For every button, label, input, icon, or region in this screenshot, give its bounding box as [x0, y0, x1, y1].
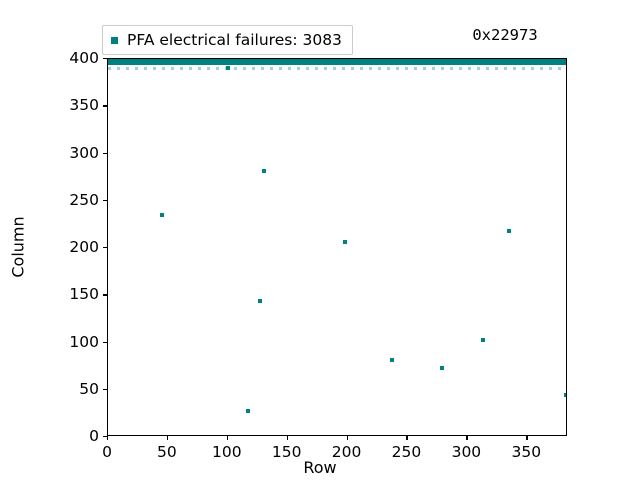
scatter-point [225, 66, 230, 71]
x-tick-label: 150 [271, 443, 302, 461]
x-tick-mark [406, 436, 408, 440]
x-tick-mark [466, 436, 468, 440]
scatter-point [246, 409, 251, 414]
y-tick-mark [103, 294, 107, 296]
y-tick-mark [103, 105, 107, 107]
plot-axes-area [107, 58, 567, 436]
x-tick-mark [166, 436, 169, 440]
y-tick-label: 300 [69, 143, 99, 162]
x-tick-mark [226, 436, 229, 440]
y-tick-label: 150 [69, 285, 99, 304]
x-tick-label: 0 [102, 443, 112, 461]
x-tick-label: 50 [157, 443, 177, 461]
scatter-point [440, 366, 445, 370]
y-tick-label: 50 [79, 379, 99, 398]
y-tick-mark [103, 247, 107, 249]
y-axis-label: Column [8, 216, 28, 278]
saturated-row-band [108, 59, 566, 65]
y-tick-label: 0 [89, 427, 99, 445]
x-axis-label: Row [303, 458, 337, 477]
scatter-point [261, 168, 266, 173]
y-tick-label: 250 [69, 190, 99, 209]
x-tick-label: 300 [451, 443, 482, 461]
y-tick-mark [103, 341, 107, 343]
y-tick-mark [103, 152, 107, 154]
x-tick-label: 200 [331, 443, 362, 461]
legend-box[interactable]: PFA electrical failures: 3083 [102, 25, 353, 55]
sparse-row-band [108, 67, 566, 71]
scatter-point [389, 358, 394, 363]
scatter-point [343, 240, 348, 245]
y-tick-mark [103, 388, 107, 391]
y-tick-label: 200 [69, 238, 99, 256]
x-tick-mark [107, 436, 109, 440]
x-tick-mark [346, 436, 348, 440]
x-tick-mark [526, 436, 528, 440]
chart-title: 0x22973 [472, 26, 538, 44]
scatter-point [563, 393, 566, 398]
scatter-point [507, 228, 512, 233]
x-tick-label: 350 [511, 443, 542, 461]
scatter-point [480, 337, 485, 342]
scatter-point [159, 212, 164, 217]
y-tick-mark [103, 199, 107, 202]
legend-label: PFA electrical failures: 3083 [127, 31, 342, 49]
y-tick-label: 100 [69, 332, 99, 351]
y-tick-label: 350 [69, 96, 99, 115]
legend-marker-icon [111, 36, 118, 44]
x-tick-label: 100 [211, 443, 242, 461]
y-tick-mark [103, 58, 107, 60]
scatter-point [258, 298, 263, 303]
y-tick-mark [103, 436, 107, 438]
y-tick-label: 400 [69, 49, 99, 67]
x-tick-label: 250 [391, 443, 422, 461]
x-tick-mark [286, 436, 288, 440]
